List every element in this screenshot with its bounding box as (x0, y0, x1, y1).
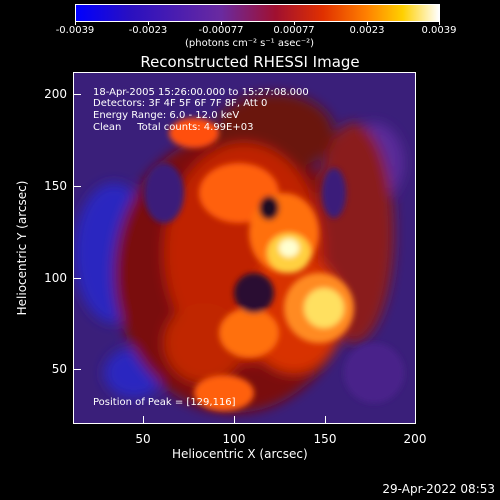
x-tick (143, 416, 144, 424)
y-tick-label: 200 (44, 87, 67, 101)
y-tick (73, 278, 81, 279)
colorbar-units: (photons cm⁻² s⁻¹ asec⁻²) (185, 38, 315, 49)
annotation-peak: Position of Peak = [129,116] (93, 397, 236, 408)
x-tick-label: 200 (403, 432, 427, 446)
colorbar-tick (148, 21, 149, 25)
colorbar (75, 4, 440, 22)
colorbar-tick (294, 21, 295, 25)
x-tick-label: 100 (222, 432, 246, 446)
colorbar-label: 0.0023 (349, 25, 385, 36)
x-tick (415, 416, 416, 424)
image-title: Reconstructed RHESSI Image (140, 53, 360, 71)
colorbar-tick (367, 21, 368, 25)
colorbar-label: 0.0039 (421, 25, 457, 36)
annotation-time: 18-Apr-2005 15:26:00.000 to 15:27:08.000 (93, 87, 309, 98)
annotation-energy: Energy Range: 6.0 - 12.0 keV (93, 110, 240, 121)
x-tick (325, 416, 326, 424)
y-tick-label: 150 (44, 179, 67, 193)
timestamp: 29-Apr-2022 08:53 (382, 482, 495, 496)
colorbar-label: -0.00077 (198, 25, 244, 36)
colorbar-label: 0.00077 (273, 25, 315, 36)
y-tick (73, 186, 81, 187)
colorbar-label: -0.0023 (128, 25, 168, 36)
y-axis-label: Heliocentric Y (arcsec) (15, 180, 29, 316)
y-tick-label: 50 (51, 362, 67, 376)
y-tick-label: 100 (44, 271, 67, 285)
colorbar-tick (439, 21, 440, 25)
y-tick (73, 94, 81, 95)
y-tick (73, 369, 81, 370)
colorbar-tick (221, 21, 222, 25)
x-tick-label: 150 (313, 432, 337, 446)
x-axis-label: Heliocentric X (arcsec) (172, 447, 308, 461)
colorbar-tick (75, 21, 76, 25)
colorbar-label: -0.0039 (55, 25, 95, 36)
x-tick-label: 50 (135, 432, 151, 446)
rhessi-image (73, 72, 416, 424)
image-canvas (74, 73, 415, 423)
x-tick (234, 416, 235, 424)
annotation-detectors: Detectors: 3F 4F 5F 6F 7F 8F, Att 0 (93, 98, 268, 109)
annotation-method: Clean Total counts: 4.99E+03 (93, 122, 254, 133)
